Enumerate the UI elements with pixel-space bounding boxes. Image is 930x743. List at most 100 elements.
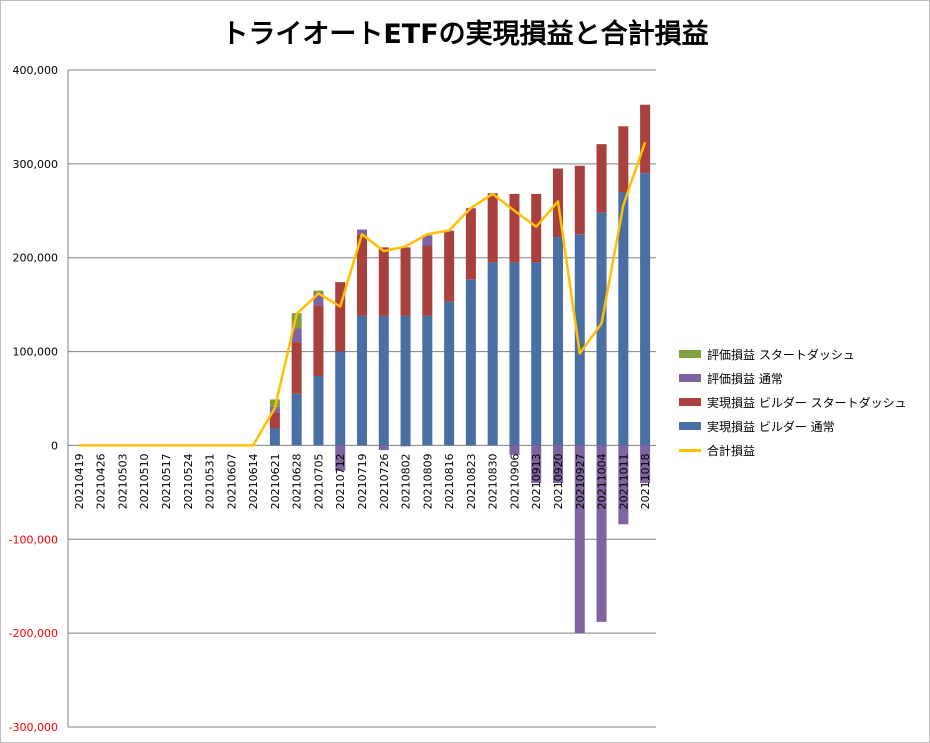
bar [313,290,324,293]
legend-item-realized-startdash: 実現損益 ビルダー スタートダッシュ [679,390,907,414]
legend-item-total: 合計損益 [679,438,907,462]
x-tick-label: 20210621 [269,453,282,509]
bar [487,262,498,446]
x-tick-label: 20210628 [291,453,304,509]
x-tick-label: 20210517 [160,453,173,509]
bar [356,315,368,446]
bar [640,104,651,174]
x-tick-label: 20210906 [508,453,521,509]
y-tick-label: 100,000 [13,346,59,359]
x-tick-label: 20210607 [225,453,238,509]
bar [444,301,455,446]
x-tick-label: 20210705 [312,453,325,509]
y-tick-label: 400,000 [13,64,59,77]
y-tick-label: 300,000 [13,158,59,171]
x-tick-label: 20210510 [138,453,151,509]
x-tick-label: 20210726 [378,453,391,509]
bar [400,315,411,446]
x-tick-label: 20210531 [204,453,217,509]
x-tick-label: 20210719 [356,453,369,509]
x-tick-label: 20210830 [487,453,500,509]
bar [422,235,433,246]
bar [509,193,520,263]
x-tick-label: 20210913 [530,453,543,509]
x-tick-label: 20210524 [182,453,195,509]
y-tick-labels: 400,000 300,000 200,000 100,000 0 -100,000 -20… [9,64,58,734]
x-tick-label: 20210614 [247,453,260,509]
bar [552,445,564,483]
legend-label: 評価損益 通常 [707,371,783,386]
total-line [78,141,647,447]
bar [596,144,607,213]
bar [378,445,389,451]
bar [531,262,542,446]
bar [487,193,498,263]
bar [531,193,542,263]
bar [552,237,564,446]
bar [618,445,629,525]
bar [313,292,324,306]
bar [269,412,280,429]
x-tick-label: 20211011 [617,453,630,509]
bar [640,445,651,483]
bar [574,445,585,634]
x-tick-label: 20210503 [116,453,129,509]
bar [509,262,520,446]
legend-item-eval-normal: 評価損益 通常 [679,366,907,390]
x-tick-label: 20210712 [334,453,347,509]
bars [269,104,651,634]
bar [313,375,324,446]
bar [422,245,433,316]
bar [335,282,346,352]
legend-swatch [679,374,701,382]
bar [618,126,629,193]
legend-label: 合計損益 [707,443,756,458]
bar [400,445,411,447]
bar [313,305,324,376]
legend: 評価損益 スタートダッシュ 評価損益 通常 実現損益 ビルダー スタートダッシュ… [679,342,907,462]
legend-swatch [679,448,701,452]
bar [356,234,368,316]
bar [291,313,302,329]
chart-title: トライオートETFの実現損益と合計損益 [221,19,709,50]
y-tick-label: -100,000 [9,533,58,546]
legend-swatch [679,398,701,406]
bar [378,315,389,446]
bar [531,445,542,483]
legend-label: 評価損益 スタートダッシュ [707,347,855,362]
x-tick-label: 20210426 [95,453,108,509]
bar [640,173,651,446]
y-tick-label: -300,000 [9,721,58,734]
bar [335,351,346,446]
bar [596,212,607,446]
bar [574,234,585,446]
x-tick-label: 20210809 [421,453,434,509]
legend-item-realized-normal: 実現損益 ビルダー 通常 [679,414,907,438]
x-tick-label: 20211004 [596,453,609,509]
bar [291,393,302,446]
x-tick-label: 20210419 [73,453,86,509]
y-tick-label: 200,000 [13,252,59,265]
legend-label: 実現損益 ビルダー 通常 [707,419,835,434]
bar [291,328,302,343]
total-line-path [78,141,647,447]
y-tick-label: -200,000 [9,627,58,640]
x-tick-labels: 20210419 20210426 20210503 20210510 20210517… [73,453,652,509]
bar [444,231,455,302]
legend-swatch [679,350,701,358]
x-tick-label: 20210802 [400,453,413,509]
bar [465,208,476,280]
bar [378,247,389,316]
bar [269,428,280,446]
bar [509,445,520,455]
y-tick-label: 0 [51,439,58,452]
legend-swatch [679,422,701,430]
x-tick-label: 20210927 [574,453,587,509]
bar [422,315,433,446]
bar [596,445,607,622]
x-tick-label: 20211018 [639,453,652,509]
x-tick-label: 20210823 [465,453,478,509]
x-tick-label: 20210920 [552,453,565,509]
